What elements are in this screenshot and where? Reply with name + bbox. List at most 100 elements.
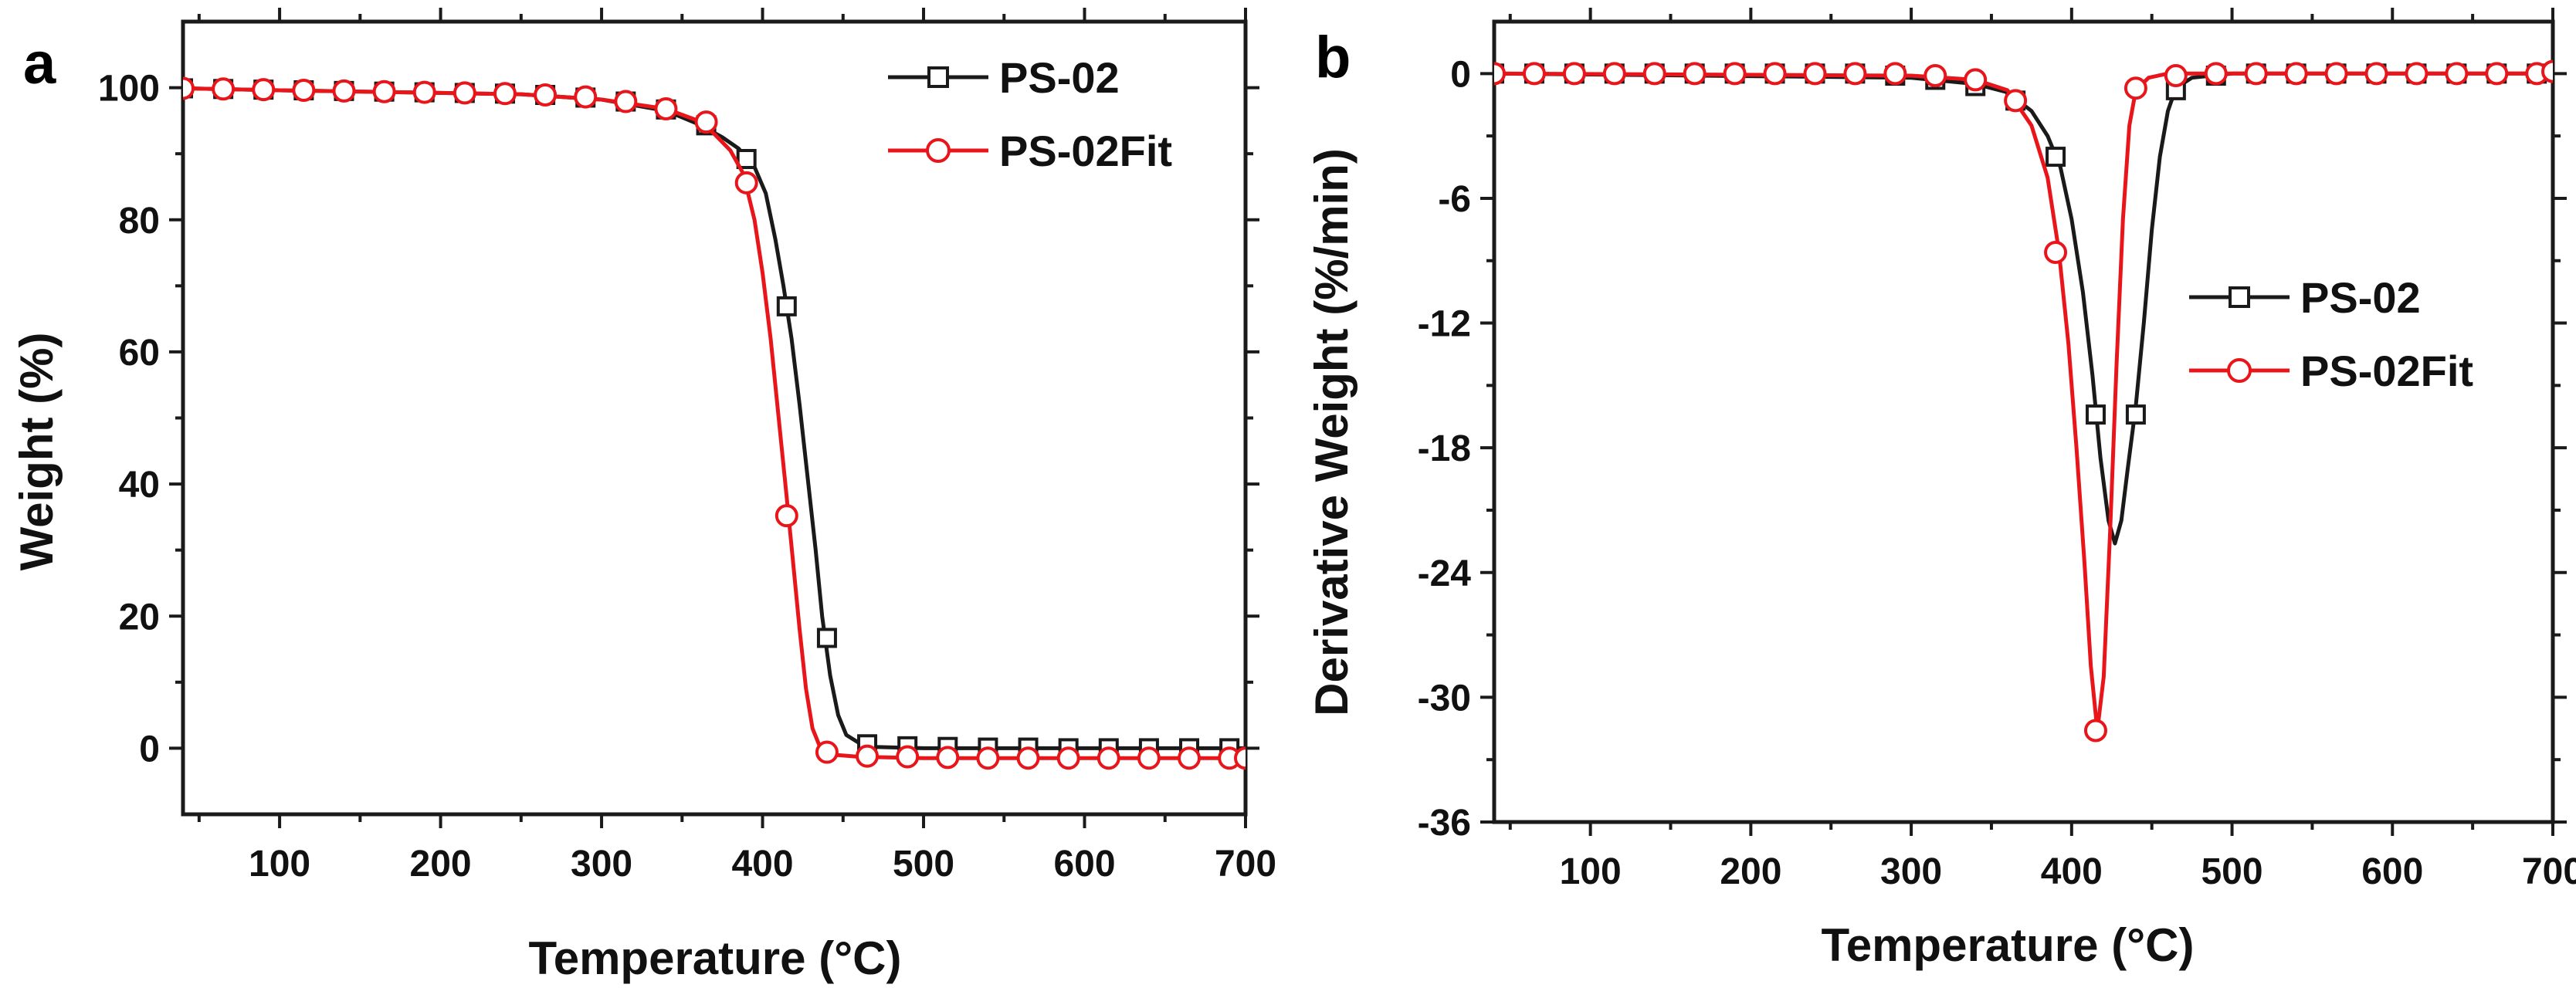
data-point <box>1056 746 1080 770</box>
data-point <box>896 745 920 769</box>
panel-b-label: b <box>1315 25 1351 90</box>
x-tick-label: 300 <box>571 844 632 885</box>
y-tick-label: -12 <box>1418 304 1471 345</box>
legend-label: PS-02 <box>2300 273 2421 322</box>
data-point <box>1096 746 1120 770</box>
x-tick-label: 300 <box>1880 851 1942 892</box>
panel-b-y-axis-title: Derivative Weight (%/min) <box>1306 148 1357 716</box>
series-ps-02fit <box>1494 59 2553 743</box>
data-point <box>936 746 960 770</box>
data-point <box>2541 59 2553 83</box>
data-point <box>1562 62 1586 86</box>
y-tick-label: 20 <box>119 597 160 638</box>
panel-b-plot-area: 100 200 300 400 500 600 700 0 -6 -12 -18 -24 -30 -36 P… <box>1418 8 2576 892</box>
panel-a-y-axis-title: Weight (%) <box>11 333 63 571</box>
data-point <box>1642 62 1666 86</box>
data-point <box>2164 64 2188 88</box>
data-point <box>1137 746 1161 770</box>
data-point <box>2044 240 2068 264</box>
data-point <box>1494 62 1506 86</box>
data-point <box>976 746 1000 770</box>
y-tick-label: 0 <box>139 729 160 770</box>
data-point <box>816 628 837 648</box>
y-tick-label: 40 <box>119 465 160 506</box>
data-point <box>1843 62 1867 86</box>
data-point <box>452 81 476 105</box>
data-point <box>1723 62 1747 86</box>
y-tick-label: -36 <box>1418 803 1471 844</box>
data-point <box>2085 404 2106 425</box>
plot-frame <box>1492 19 2555 824</box>
data-point <box>534 83 558 107</box>
data-point <box>412 80 436 104</box>
series-line <box>183 86 1246 760</box>
data-point <box>815 740 839 764</box>
data-point <box>1178 746 1202 770</box>
data-point <box>736 149 757 170</box>
data-point <box>372 80 396 103</box>
data-point <box>1016 746 1040 770</box>
data-point <box>2445 62 2469 86</box>
data-point <box>776 296 797 316</box>
data-point <box>1683 62 1707 86</box>
y-tick-label: 0 <box>1450 54 1471 95</box>
data-point <box>2046 147 2066 167</box>
data-point <box>614 90 638 113</box>
data-point <box>493 82 517 106</box>
legend-label: PS-02 <box>999 53 1120 102</box>
legend-item: PS-02 <box>888 53 1120 102</box>
x-tick-label: 100 <box>249 844 310 885</box>
legend-marker <box>2227 358 2252 383</box>
data-point <box>1964 68 1988 92</box>
data-point <box>856 744 880 768</box>
x-tick-label: 100 <box>1560 851 1622 892</box>
legend-item: PS-02Fit <box>888 127 1172 175</box>
legend-label: PS-02Fit <box>2300 347 2473 395</box>
data-point <box>212 77 236 101</box>
data-point <box>1763 62 1787 86</box>
data-point <box>1234 746 1246 770</box>
data-point <box>2124 76 2147 100</box>
series-line <box>183 86 1246 750</box>
panel-a: a 100 200 300 400 500 600 700 0 20 40 60 80 100 PS-02… <box>11 8 1276 984</box>
data-point <box>734 171 758 195</box>
data-point <box>2284 62 2308 86</box>
data-point <box>2083 719 2107 743</box>
data-point <box>332 79 356 103</box>
series-line <box>1494 71 2553 732</box>
panel-a-label: a <box>23 31 56 96</box>
y-tick-label: -24 <box>1418 553 1472 594</box>
legend-item: PS-02Fit <box>2189 347 2473 395</box>
data-point <box>2324 62 2348 86</box>
data-point <box>1883 62 1907 86</box>
x-tick-label: 600 <box>2361 851 2423 892</box>
x-tick-label: 500 <box>2201 851 2262 892</box>
data-point <box>1924 64 1947 88</box>
data-point <box>1522 62 1546 86</box>
panel-b: b 100 200 300 400 500 600 700 0 -6 -12 -18 -24 -30 -3… <box>1306 8 2576 971</box>
data-point <box>574 85 598 109</box>
x-tick-label: 200 <box>410 844 472 885</box>
legend-marker <box>927 66 949 88</box>
legend-marker <box>926 138 951 163</box>
data-point <box>183 76 195 100</box>
data-point <box>2364 62 2388 86</box>
x-tick-label: 700 <box>2522 851 2576 892</box>
panel-a-x-axis-title: Temperature (°C) <box>529 932 902 984</box>
panel-b-x-axis-title: Temperature (°C) <box>1822 919 2195 971</box>
data-point <box>774 504 798 528</box>
x-tick-label: 400 <box>731 844 793 885</box>
y-tick-label: 60 <box>119 333 160 374</box>
x-tick-label: 400 <box>2041 851 2103 892</box>
legend-marker <box>2229 286 2250 308</box>
y-tick-label: 100 <box>98 69 160 110</box>
x-tick-label: 200 <box>1720 851 1781 892</box>
y-tick-label: -6 <box>1438 179 1471 220</box>
panel-a-plot-area: 100 200 300 400 500 600 700 0 20 40 60 80 100 PS-02 PS… <box>98 8 1276 885</box>
data-point <box>694 110 718 134</box>
series-ps-02 <box>183 78 1246 759</box>
legend-item: PS-02 <box>2189 273 2421 322</box>
data-point <box>2485 62 2509 86</box>
data-point <box>654 96 678 120</box>
